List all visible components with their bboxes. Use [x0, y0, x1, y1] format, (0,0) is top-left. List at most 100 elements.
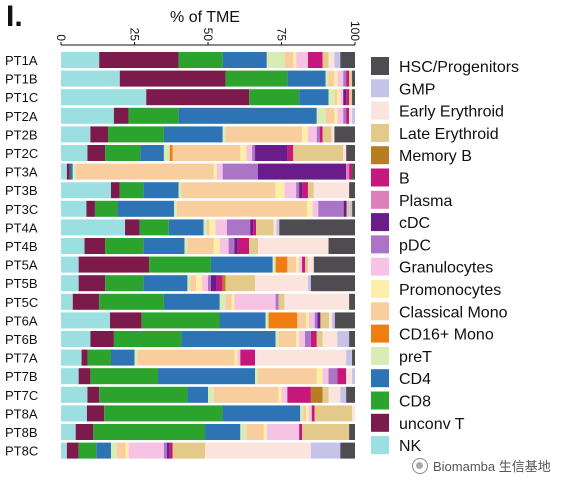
legend-swatch: [371, 369, 389, 388]
bar-segment: [61, 256, 79, 273]
legend-label: Early Erythroid: [399, 104, 504, 121]
bar-segment: [306, 405, 309, 422]
bar-segment: [225, 275, 256, 292]
legend-swatch: [371, 324, 389, 343]
bar-segment: [219, 312, 266, 329]
bar-segment: [61, 368, 79, 385]
bar-segment: [349, 331, 355, 347]
bar-segment: [299, 424, 303, 440]
bar-segment: [209, 219, 216, 236]
bar-segment: [334, 89, 338, 106]
bar-segment: [86, 200, 95, 217]
legend-swatch: [371, 123, 389, 142]
bar-segment: [219, 293, 226, 310]
bar-segment: [87, 349, 111, 366]
bar-segment: [158, 368, 256, 385]
legend: HSC/Progenitors GMP Early Erythroid Late Er…: [371, 57, 519, 455]
bar-segment: [352, 368, 355, 385]
bar-segment: [287, 386, 311, 403]
bar-segment: [125, 442, 129, 459]
bar-segment: [208, 386, 214, 403]
bar-segment: [322, 52, 329, 68]
row-label: PT3B: [5, 183, 38, 198]
chart-title: % of TME: [170, 9, 240, 26]
bar-segment: [352, 349, 355, 366]
bar-segment: [110, 312, 142, 329]
bar-segment: [287, 145, 294, 161]
bar-segment: [202, 275, 208, 292]
bar-segment: [325, 70, 329, 87]
bar-segment: [352, 107, 355, 124]
bar-segment: [352, 89, 355, 106]
bar-segment: [66, 163, 70, 180]
bar-segment: [174, 200, 177, 217]
bar-segment: [334, 52, 341, 68]
bar-segment: [256, 219, 274, 236]
bar-segment: [196, 275, 203, 292]
bar-segment: [146, 89, 250, 106]
bar-segment: [322, 368, 329, 385]
bar-segment: [349, 107, 353, 124]
bar-segment: [72, 293, 100, 310]
bar-segment: [90, 331, 114, 347]
legend-swatch: [371, 280, 389, 298]
bar-segment: [216, 275, 223, 292]
row-label: PT6A: [5, 313, 38, 328]
bar-segment: [143, 275, 188, 292]
bar-segment: [234, 349, 238, 366]
bar-segment: [75, 163, 214, 180]
bar-segment: [215, 219, 227, 236]
bar-segment: [163, 126, 223, 143]
bar-segment: [234, 238, 238, 254]
bar-segment: [139, 219, 169, 236]
bar-segment: [78, 368, 91, 385]
bar-segment: [117, 200, 175, 217]
bar-segment: [172, 442, 206, 459]
panel-letter: I.: [6, 0, 23, 33]
bar-segment: [249, 89, 300, 106]
bar-segment: [334, 70, 338, 87]
bar-segment: [275, 331, 279, 347]
bar-segment: [99, 293, 164, 310]
bar-segment: [66, 442, 79, 459]
bar-segment: [284, 182, 297, 199]
bar-segment: [331, 126, 335, 143]
bar-segment: [222, 126, 226, 143]
legend-swatch: [371, 146, 389, 165]
bar-segment: [234, 293, 276, 310]
bar-segment: [352, 200, 355, 217]
bar-segment: [325, 107, 335, 124]
bar-segment: [346, 386, 355, 403]
legend-label: Granulocytes: [399, 260, 493, 277]
bar-segment: [316, 107, 326, 124]
legend-label: CD4: [399, 371, 431, 388]
bar-segment: [316, 331, 323, 347]
bar-segment: [302, 182, 308, 199]
bar-segment: [163, 293, 220, 310]
bar-segment: [293, 52, 297, 68]
bar-segment: [311, 405, 315, 422]
bar-segment: [352, 163, 355, 180]
bar-segment: [213, 163, 217, 180]
legend-swatch: [371, 168, 389, 187]
legend-label: B: [399, 171, 410, 188]
row-label: PT1A: [5, 53, 38, 68]
legend-swatch: [371, 346, 389, 365]
bar-segment: [61, 349, 82, 366]
legend-swatch: [371, 190, 389, 209]
bar-segment: [263, 424, 267, 440]
row-label: PT3A: [5, 165, 38, 180]
bar-segment: [257, 163, 347, 180]
legend-label: CD16+ Mono: [399, 327, 494, 344]
bar-segment: [237, 238, 250, 254]
legend-swatch: [371, 235, 389, 254]
bar-segment: [296, 52, 308, 68]
bar-segment: [61, 219, 126, 236]
bar-segment: [299, 89, 329, 106]
bar-segment: [307, 182, 314, 199]
bar-segment: [113, 107, 129, 124]
bar-segment: [61, 405, 87, 422]
row-label: PT1B: [5, 72, 38, 87]
bar-segment: [300, 405, 304, 422]
bar-segment: [340, 386, 347, 403]
